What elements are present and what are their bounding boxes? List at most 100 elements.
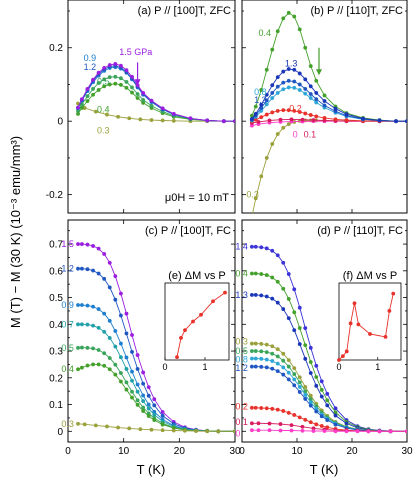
panel-title: (b) P // [110]T, ZFC	[310, 5, 403, 17]
data-point	[113, 372, 118, 377]
series-label: 1.5	[61, 239, 74, 249]
data-point	[102, 84, 107, 89]
data-point	[253, 104, 258, 109]
data-point	[76, 421, 80, 426]
series-line-0.5	[251, 350, 407, 432]
data-point	[264, 342, 269, 347]
inset-point	[199, 312, 203, 317]
y-axis-label: M (T) − M (30 K) (10⁻³ emu/mm³)	[8, 136, 23, 328]
data-point	[107, 367, 112, 372]
panel-c: 0 10 20 3000.10.20.30.40.50.60.71.51.20.90.…	[49, 219, 241, 457]
series-line-1.5	[78, 243, 235, 432]
inset-point	[183, 328, 187, 333]
data-point	[152, 412, 157, 417]
data-point	[146, 385, 151, 390]
data-point	[292, 383, 297, 388]
data-point	[314, 78, 319, 83]
data-point	[76, 266, 80, 271]
data-point	[259, 293, 264, 298]
series-label: 1.2	[61, 264, 74, 274]
data-point	[79, 365, 84, 370]
data-point	[253, 244, 258, 249]
data-point	[297, 415, 302, 420]
data-point	[249, 349, 254, 354]
data-point	[308, 345, 313, 350]
data-point	[267, 421, 272, 426]
data-point	[292, 413, 297, 417]
data-point	[76, 345, 80, 350]
data-point	[270, 359, 275, 363]
data-point	[138, 427, 143, 432]
series-group	[249, 244, 407, 434]
data-point	[281, 80, 286, 85]
data-point	[319, 379, 324, 384]
series-label: 0.4	[259, 28, 272, 38]
series-label: 1.2	[84, 62, 97, 72]
series-label: 0.3	[246, 190, 259, 200]
data-point	[270, 248, 275, 253]
data-point	[303, 392, 308, 397]
data-point	[124, 367, 129, 371]
y-tick-label: 0.3	[49, 347, 63, 358]
data-point	[79, 242, 84, 247]
data-point	[146, 393, 151, 398]
series-line-0.3	[252, 120, 407, 213]
series-label: 0.9	[61, 300, 74, 310]
data-point	[259, 364, 264, 369]
data-point	[160, 410, 165, 414]
y-tick-label: 0.2	[49, 373, 63, 384]
data-point	[135, 96, 140, 101]
data-point	[259, 88, 264, 92]
data-point	[333, 422, 338, 427]
data-point	[267, 428, 272, 433]
series-label: 1.3	[285, 59, 298, 69]
data-point	[102, 276, 107, 281]
x-tick-label: 0	[65, 446, 71, 457]
data-point	[303, 356, 308, 361]
data-point	[270, 366, 275, 371]
y-tick-label: 0.2	[49, 43, 63, 54]
data-point	[264, 155, 269, 160]
data-point	[91, 268, 95, 273]
inset-x-tick-label: 0	[336, 362, 341, 372]
data-point	[249, 341, 254, 346]
data-point	[314, 383, 319, 388]
data-point	[308, 371, 313, 375]
data-point	[85, 99, 90, 103]
data-point	[249, 356, 254, 361]
data-point	[286, 108, 291, 113]
data-point	[113, 61, 118, 66]
series-line-0.4	[77, 363, 235, 432]
data-point	[311, 118, 316, 123]
data-point	[79, 303, 84, 308]
series-label: 0.8	[235, 355, 248, 365]
data-point	[297, 326, 302, 331]
data-point	[303, 86, 308, 91]
transition-arrow-head	[316, 69, 322, 76]
data-point	[322, 93, 327, 98]
y-tick-label: 0.7	[49, 240, 63, 251]
data-point	[76, 303, 80, 308]
data-point	[96, 362, 101, 367]
data-point	[182, 428, 187, 433]
data-point	[130, 349, 134, 354]
data-point	[292, 108, 297, 113]
data-point	[259, 272, 264, 276]
data-point	[322, 99, 327, 103]
data-point	[303, 396, 308, 401]
data-point	[253, 356, 258, 361]
data-point	[303, 91, 308, 96]
data-point	[366, 429, 371, 434]
inset-frame	[164, 282, 230, 361]
data-point	[319, 414, 324, 419]
data-point	[118, 76, 123, 81]
inset-point	[191, 319, 195, 324]
data-point	[314, 100, 319, 105]
data-point	[124, 380, 129, 385]
data-point	[113, 274, 118, 279]
series-label: 0.5	[235, 346, 248, 356]
data-point	[314, 114, 319, 119]
data-point	[141, 370, 146, 375]
x-tick-label: 30	[229, 446, 241, 457]
data-point	[249, 117, 254, 121]
